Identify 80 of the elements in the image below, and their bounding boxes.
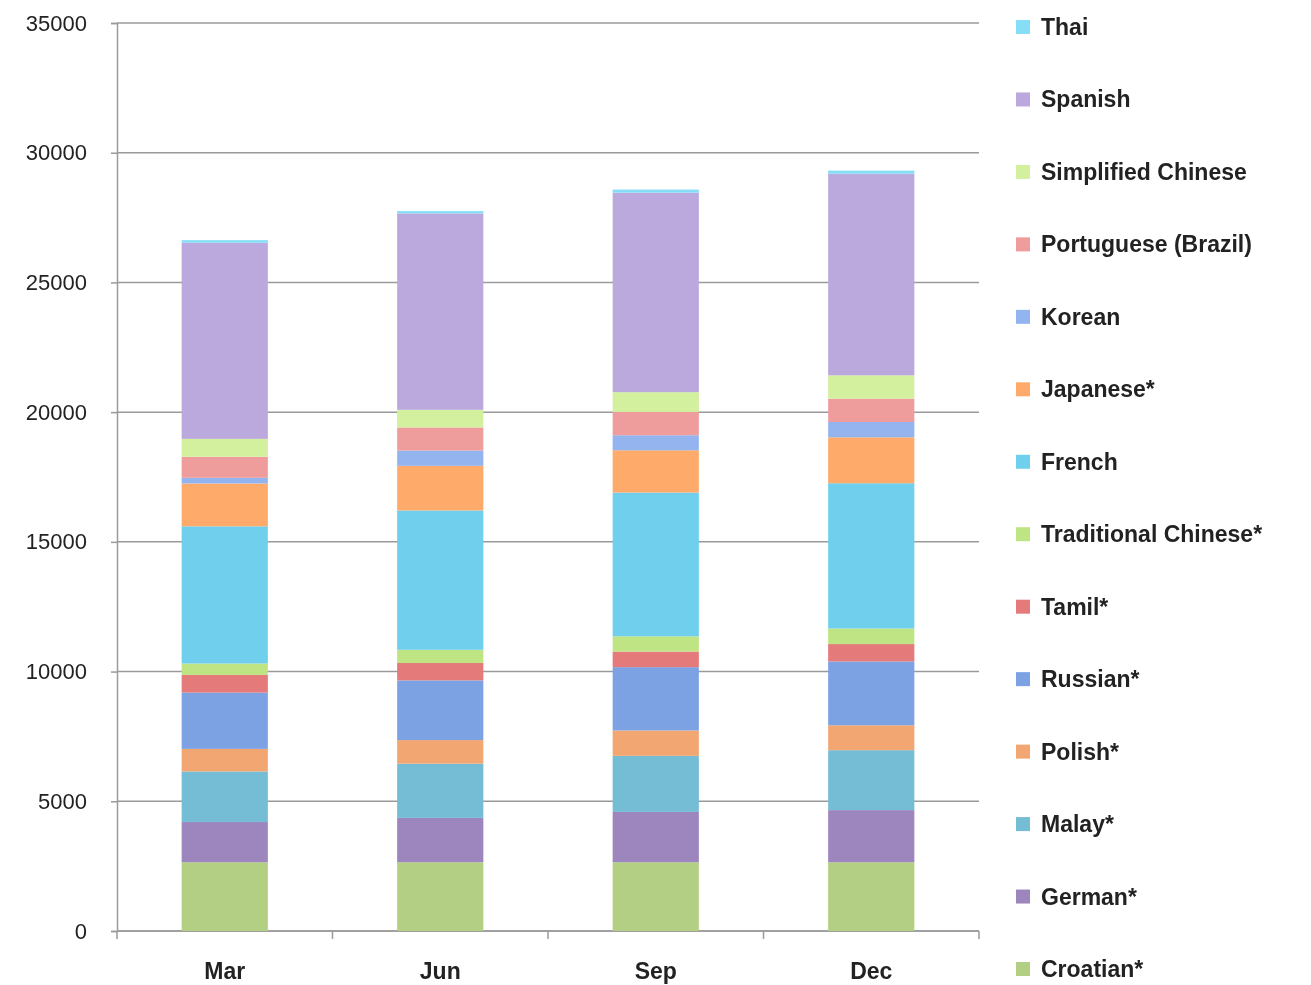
bar [397, 740, 484, 764]
legend-label: Polish* [1041, 738, 1120, 765]
bar [181, 438, 268, 457]
bar [181, 456, 268, 478]
bar [181, 822, 268, 863]
bar [828, 398, 915, 422]
x-tick-label: Jun [419, 958, 461, 984]
bar [397, 465, 484, 511]
bar [181, 242, 268, 439]
bar [612, 192, 699, 393]
bar [397, 862, 484, 931]
bar [828, 375, 915, 399]
bar [397, 409, 484, 428]
y-tick-label: 30000 [25, 140, 87, 166]
bar [828, 862, 915, 931]
bar [828, 644, 915, 662]
bar [612, 411, 699, 436]
bar [828, 173, 915, 376]
bar [828, 628, 915, 645]
x-tick-label: Mar [204, 958, 246, 984]
bar [181, 771, 268, 823]
bar [828, 725, 915, 751]
bar [612, 811, 699, 863]
bar [828, 750, 915, 811]
bar [828, 810, 915, 863]
bar [828, 483, 915, 629]
bar [612, 667, 699, 731]
bar [181, 483, 268, 527]
bar [397, 680, 484, 741]
bar [397, 763, 484, 818]
bar [612, 651, 699, 668]
y-tick-label: 35000 [25, 10, 87, 36]
legend-label: Portuguese (Brazil) [1041, 231, 1252, 258]
bar [181, 862, 268, 931]
bar [181, 526, 268, 664]
bar [397, 649, 484, 664]
y-tick-label: 0 [74, 918, 87, 944]
y-tick-label: 15000 [25, 529, 87, 555]
legend-label: Croatian* [1041, 956, 1144, 982]
legend-label: Russian* [1041, 666, 1140, 693]
bar [397, 450, 484, 466]
legend-label: Tamil* [1041, 593, 1109, 620]
bar [612, 636, 699, 652]
bar [397, 510, 484, 650]
y-tick-label: 20000 [25, 399, 87, 425]
bar [397, 817, 484, 863]
x-tick-label: Sep [634, 958, 677, 984]
bar [612, 435, 699, 451]
bar [181, 663, 268, 675]
bar [612, 730, 699, 756]
bar [612, 755, 699, 812]
bar [181, 692, 268, 749]
bar [397, 427, 484, 451]
legend-label: French [1041, 448, 1118, 475]
legend-label: Malay* [1041, 811, 1114, 838]
bar [828, 661, 915, 726]
bar [828, 437, 915, 484]
legend-label: German* [1041, 883, 1137, 910]
x-tick-label: Dec [850, 958, 893, 984]
legend-label: Japanese* [1041, 376, 1155, 403]
y-tick-label: 25000 [25, 269, 87, 295]
legend-label: Traditional Chinese* [1041, 521, 1263, 548]
bar [181, 674, 268, 693]
bar [397, 213, 484, 410]
y-tick-label: 10000 [25, 659, 87, 685]
y-tick-label: 5000 [38, 788, 87, 814]
bar [612, 189, 699, 193]
bar [181, 748, 268, 772]
bar [612, 862, 699, 931]
bar [828, 170, 915, 174]
legend-label: Simplified Chinese [1041, 158, 1247, 185]
legend-label: Korean [1041, 303, 1121, 330]
bar [612, 392, 699, 412]
bar [181, 240, 268, 243]
legend-label: Thai [1041, 14, 1089, 40]
bar [397, 663, 484, 681]
legend-label: Spanish [1041, 86, 1131, 113]
bar [612, 450, 699, 493]
bar [828, 422, 915, 438]
bar [612, 492, 699, 637]
